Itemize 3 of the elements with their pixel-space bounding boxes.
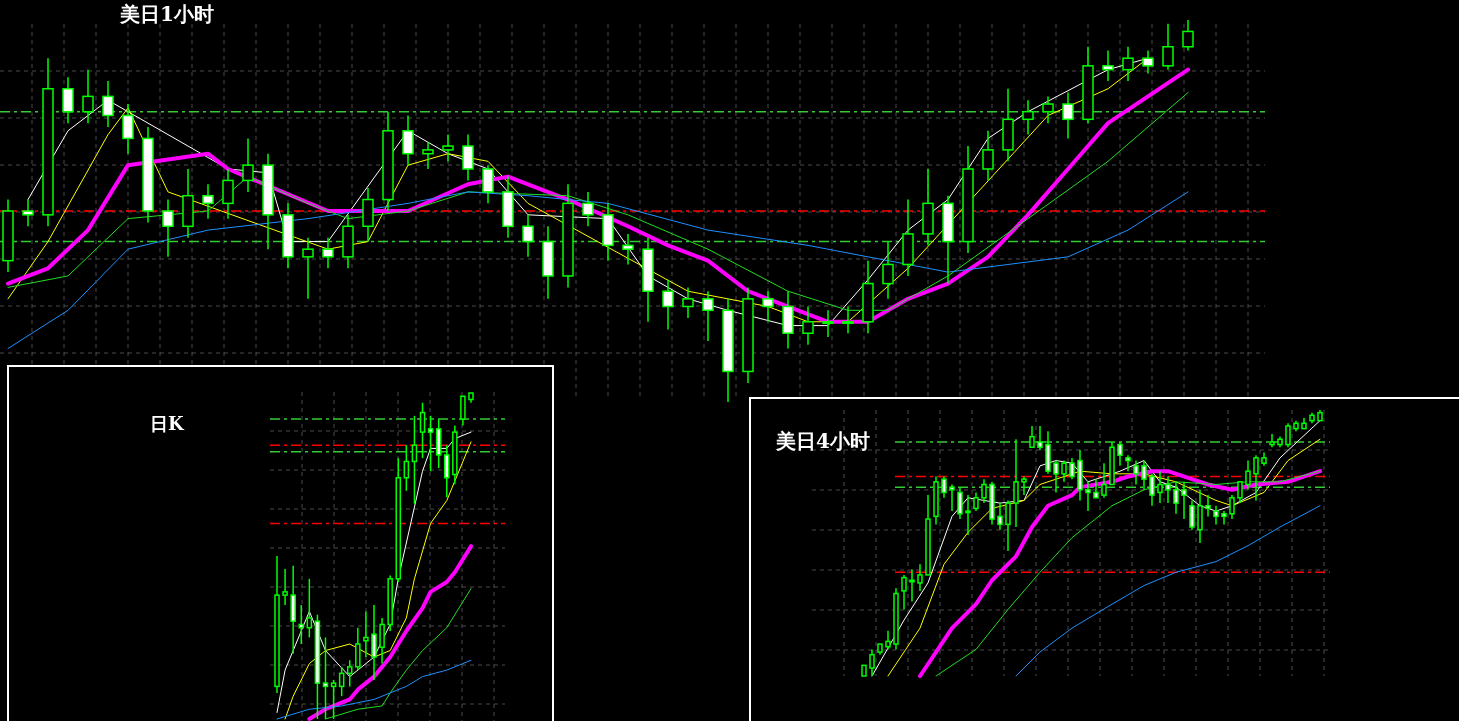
text: 日K [150, 413, 185, 434]
chart-title: 美日1小时 [119, 2, 214, 26]
text: 美日4小时 [775, 429, 870, 453]
